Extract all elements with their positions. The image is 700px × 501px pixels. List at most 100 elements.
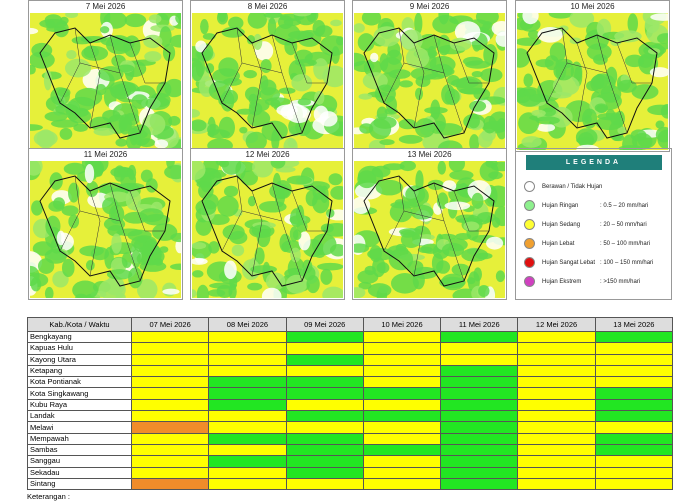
rain-patch — [354, 23, 365, 33]
rain-patch — [243, 69, 257, 79]
legend: LEGENDA Berawan / Tidak Hujan Hujan Ringa… — [515, 148, 672, 300]
rain-patch — [442, 180, 457, 192]
forecast-cell — [594, 376, 674, 389]
rain-patch — [655, 120, 665, 129]
map-panel: 7 Mei 2026 — [28, 0, 183, 152]
rain-patch — [399, 161, 416, 172]
legend-swatch — [524, 238, 535, 249]
rain-patch — [215, 161, 227, 166]
rain-patch — [116, 228, 143, 237]
rain-patch — [536, 123, 556, 132]
rain-patch — [228, 284, 237, 298]
rain-patch — [202, 33, 216, 40]
rain-patch — [216, 284, 233, 298]
rain-patch — [153, 257, 164, 266]
rain-patch — [110, 84, 131, 100]
rain-patch — [136, 278, 158, 298]
forecast-cell — [130, 387, 210, 400]
rain-patch — [522, 13, 539, 25]
region-name: Kayong Utara — [27, 353, 132, 366]
rain-patch — [170, 232, 181, 243]
forecast-cell — [130, 477, 210, 491]
legend-swatch — [524, 257, 535, 268]
rain-patch — [495, 270, 505, 283]
forecast-cell — [517, 455, 596, 468]
rain-patch — [164, 165, 181, 180]
rain-patch — [83, 45, 99, 59]
forecast-cell — [594, 364, 674, 378]
rain-patch — [61, 205, 79, 216]
rain-patch — [251, 224, 272, 237]
province-boundary — [363, 175, 495, 287]
rain-patch — [405, 47, 430, 69]
rain-patch — [466, 277, 476, 285]
rain-patch — [486, 236, 504, 250]
rain-patch — [207, 123, 220, 136]
rain-patch — [322, 286, 343, 298]
rain-patch — [535, 116, 560, 125]
rain-patch — [448, 161, 465, 172]
rain-patch — [274, 180, 292, 199]
rain-patch — [159, 246, 169, 253]
rain-patch — [555, 61, 567, 81]
forecast-cell — [362, 376, 442, 389]
rain-patch — [192, 270, 204, 278]
column-header: 10 Mei 2026 — [362, 317, 442, 332]
district-boundary — [546, 27, 652, 134]
rain-patch — [569, 13, 595, 28]
column-header: 09 Mei 2026 — [285, 317, 364, 332]
rain-patch — [330, 185, 343, 200]
rain-patch — [124, 13, 147, 28]
forecast-cell — [130, 342, 210, 355]
rain-patch — [148, 14, 162, 24]
rain-patch — [357, 270, 379, 284]
rain-patch — [43, 69, 52, 91]
rain-patch — [192, 108, 201, 118]
forecast-cell — [362, 432, 442, 445]
forecast-cell — [594, 466, 674, 479]
forecast-cell — [517, 410, 596, 423]
rain-patch — [235, 161, 246, 180]
forecast-cell — [440, 330, 519, 344]
table-row: Sekadau — [27, 466, 674, 479]
rain-patch — [30, 64, 36, 75]
rain-patch — [154, 139, 169, 149]
rain-patch — [31, 200, 43, 216]
rain-patch — [328, 173, 343, 186]
rain-patch — [170, 263, 181, 270]
forecast-cell — [517, 342, 596, 355]
rain-patch — [30, 161, 43, 176]
forecast-cell — [362, 421, 442, 434]
rain-patch — [354, 182, 383, 200]
rain-patch — [593, 54, 608, 65]
district-boundary — [59, 27, 165, 134]
column-header: 07 Mei 2026 — [130, 317, 210, 332]
legend-range: : 100 – 150 mm/hari — [600, 260, 654, 266]
forecast-cell — [440, 443, 519, 457]
map-title: 10 Mei 2026 — [570, 2, 615, 11]
rain-patch — [537, 27, 563, 43]
forecast-cell — [208, 364, 287, 378]
rain-patch — [30, 265, 40, 287]
rain-patch — [175, 13, 181, 24]
map-panel: 10 Mei 2026 — [515, 0, 670, 152]
rain-patch — [379, 139, 395, 146]
rain-patch — [287, 139, 297, 148]
rain-patch — [102, 197, 119, 215]
rain-patch — [624, 54, 645, 68]
rain-patch — [192, 119, 207, 132]
forecast-cell — [285, 376, 364, 389]
rain-patch — [290, 208, 303, 228]
table-row: Kayong Utara — [27, 353, 674, 366]
forecast-cell — [362, 398, 442, 412]
rain-patch — [252, 161, 274, 178]
map-title: 7 Mei 2026 — [85, 2, 126, 11]
region-name: Kapuas Hulu — [27, 342, 132, 355]
rain-patch — [444, 201, 471, 211]
rain-patch — [354, 243, 370, 253]
rain-patch — [456, 217, 484, 224]
forecast-cell — [517, 330, 596, 344]
table-row: Mempawah — [27, 432, 674, 445]
rain-patch — [244, 86, 262, 102]
legend-swatch — [524, 219, 535, 230]
